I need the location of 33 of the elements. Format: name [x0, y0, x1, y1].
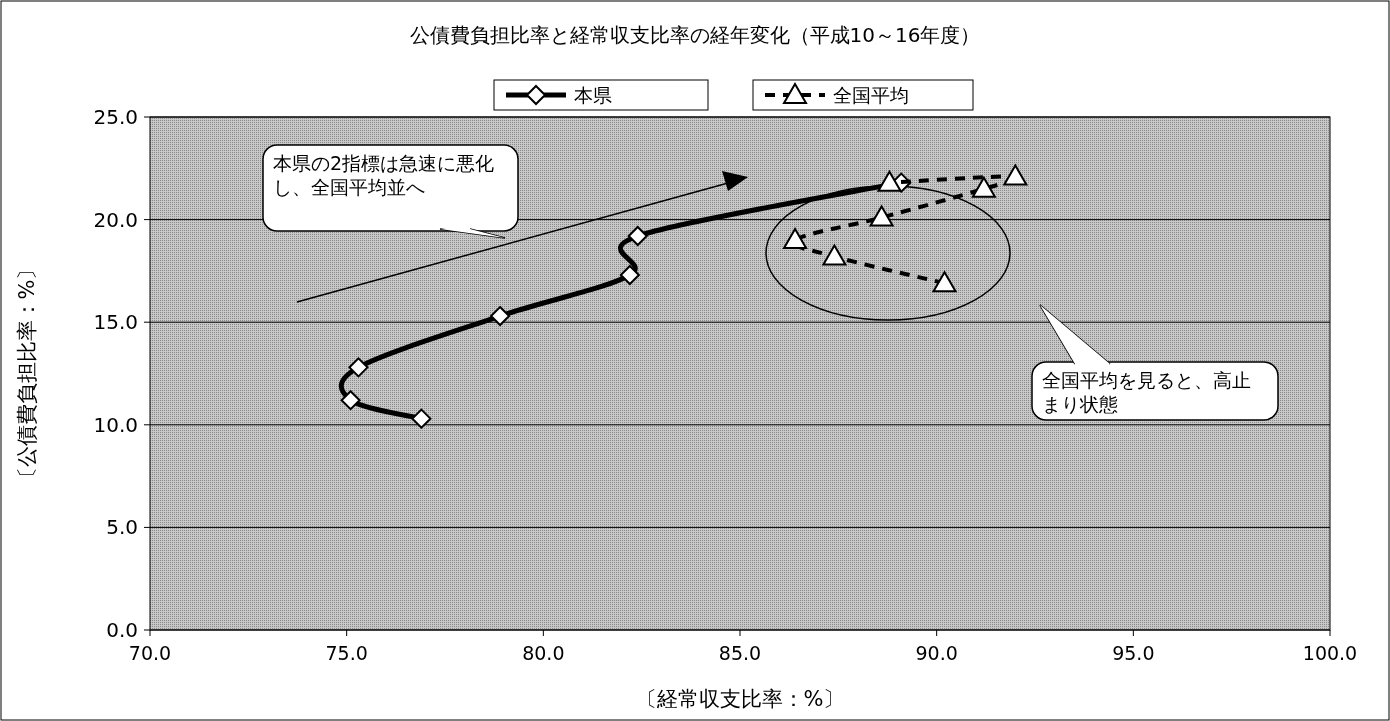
x-tick-label: 95.0 [1112, 642, 1155, 664]
y-tick-label: 10.0 [93, 412, 138, 437]
x-tick-label: 85.0 [718, 642, 762, 664]
point [869, 205, 894, 227]
chart-title: 公債費負担比率と経常収支比率の経年変化（平成10～16年度） [409, 23, 981, 47]
point [340, 390, 361, 411]
y-tick-label: 25.0 [93, 105, 138, 129]
y-tick-label: 5.0 [106, 515, 138, 540]
point [490, 306, 511, 327]
x-axis-title: 〔経常収支比率：%〕 [635, 687, 845, 711]
point [627, 226, 648, 247]
y-axis-title: 〔公債費負担比率：%〕 [15, 258, 39, 489]
point [783, 228, 808, 250]
point [348, 357, 369, 378]
point [877, 170, 902, 192]
point [971, 176, 996, 198]
point [1003, 164, 1028, 186]
y-tick-label: 20.0 [93, 207, 138, 232]
point [619, 265, 640, 285]
annotation: 全国平均を見ると、高止まり状態 [1042, 368, 1252, 416]
point [822, 244, 847, 266]
point [932, 271, 957, 293]
y-tick-label: 0.0 [106, 618, 138, 642]
x-tick-label: 80.0 [522, 642, 565, 664]
x-tick-label: 75.0 [325, 642, 368, 664]
legend-label: 全国平均 [833, 84, 909, 106]
annotation: 本県の2指標は急速に悪化し、全国平均並へ [273, 151, 496, 199]
legend-label: 本県 [574, 84, 612, 106]
x-tick-label: 90.0 [915, 642, 958, 664]
y-tick-label: 15.0 [93, 310, 138, 335]
x-tick-label: 100.0 [1302, 642, 1358, 664]
x-tick-label: 70.0 [128, 642, 172, 664]
point [411, 408, 432, 429]
